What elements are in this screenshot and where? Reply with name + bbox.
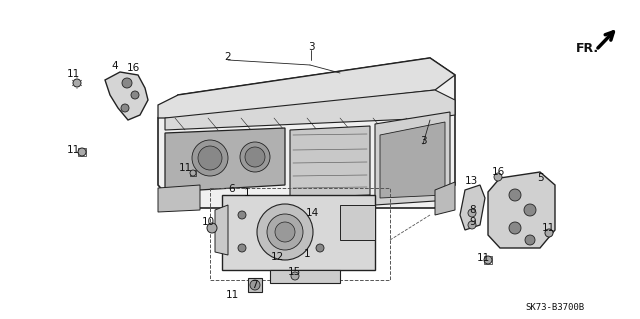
Circle shape xyxy=(257,204,313,260)
Polygon shape xyxy=(165,90,455,130)
Text: 3: 3 xyxy=(420,136,426,146)
Polygon shape xyxy=(460,185,485,230)
Text: 8: 8 xyxy=(470,205,476,215)
Text: 1: 1 xyxy=(244,188,250,198)
Text: 6: 6 xyxy=(228,184,236,194)
Circle shape xyxy=(468,209,476,217)
Text: 15: 15 xyxy=(287,267,301,277)
Text: 9: 9 xyxy=(470,217,476,227)
Text: 2: 2 xyxy=(225,52,231,62)
Polygon shape xyxy=(340,205,375,240)
Text: 4: 4 xyxy=(112,61,118,71)
Circle shape xyxy=(316,244,324,252)
Polygon shape xyxy=(158,58,455,118)
Circle shape xyxy=(238,244,246,252)
Circle shape xyxy=(509,222,521,234)
Circle shape xyxy=(267,214,303,250)
Polygon shape xyxy=(158,58,455,208)
Circle shape xyxy=(190,170,196,176)
Circle shape xyxy=(291,272,299,280)
Circle shape xyxy=(509,189,521,201)
Circle shape xyxy=(198,146,222,170)
Circle shape xyxy=(121,104,129,112)
Circle shape xyxy=(525,235,535,245)
Text: 14: 14 xyxy=(305,208,319,218)
Circle shape xyxy=(122,78,132,88)
Text: 7: 7 xyxy=(251,280,257,290)
Text: 11: 11 xyxy=(67,145,79,155)
Text: 11: 11 xyxy=(225,290,239,300)
Circle shape xyxy=(78,148,86,156)
Polygon shape xyxy=(270,270,340,283)
Circle shape xyxy=(545,229,553,237)
Text: 3: 3 xyxy=(308,42,314,52)
Polygon shape xyxy=(380,122,445,198)
Polygon shape xyxy=(222,195,375,270)
Circle shape xyxy=(240,142,270,172)
Circle shape xyxy=(275,222,295,242)
Circle shape xyxy=(468,221,476,229)
Polygon shape xyxy=(158,185,200,212)
Text: 11: 11 xyxy=(476,253,490,263)
Polygon shape xyxy=(375,112,450,205)
Text: FR.: FR. xyxy=(575,41,598,55)
Polygon shape xyxy=(215,205,228,255)
Text: 10: 10 xyxy=(202,217,214,227)
Circle shape xyxy=(484,256,492,264)
Polygon shape xyxy=(165,128,285,192)
Polygon shape xyxy=(435,182,455,215)
Text: 13: 13 xyxy=(465,176,477,186)
Text: 11: 11 xyxy=(67,69,79,79)
Text: 16: 16 xyxy=(126,63,140,73)
Circle shape xyxy=(494,173,502,181)
Polygon shape xyxy=(290,126,370,198)
Text: SK73-B3700B: SK73-B3700B xyxy=(525,303,584,313)
Text: 5: 5 xyxy=(537,173,543,183)
Text: 11: 11 xyxy=(179,163,191,173)
Polygon shape xyxy=(105,72,148,120)
Text: 12: 12 xyxy=(270,252,284,262)
Text: 1: 1 xyxy=(304,249,310,259)
Circle shape xyxy=(192,140,228,176)
Circle shape xyxy=(207,223,217,233)
Circle shape xyxy=(131,91,139,99)
Circle shape xyxy=(524,204,536,216)
Circle shape xyxy=(238,211,246,219)
Polygon shape xyxy=(248,278,262,292)
Circle shape xyxy=(73,79,81,87)
Text: 11: 11 xyxy=(541,223,555,233)
Polygon shape xyxy=(488,172,555,248)
Circle shape xyxy=(250,280,260,290)
Text: 16: 16 xyxy=(492,167,504,177)
Circle shape xyxy=(245,147,265,167)
